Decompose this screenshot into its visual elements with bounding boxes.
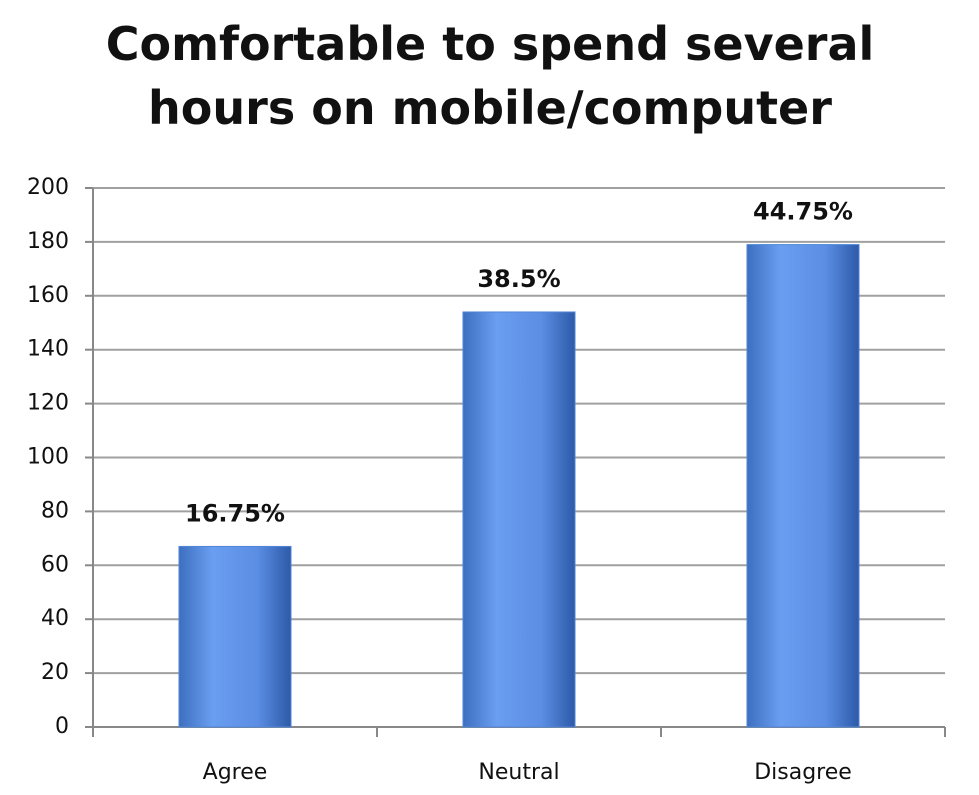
x-tick-label: Disagree (754, 760, 852, 785)
y-tick-label: 20 (41, 660, 69, 685)
bar (178, 545, 292, 728)
chart-title: Comfortable to spend several hours on mo… (105, 17, 875, 135)
value-label: 38.5% (477, 265, 560, 293)
y-tick-label: 0 (55, 714, 69, 739)
y-tick-label: 200 (27, 175, 69, 200)
y-tick-label: 120 (27, 391, 69, 416)
y-tick-label: 100 (27, 445, 69, 470)
y-tick-label: 80 (41, 498, 69, 523)
bar (746, 244, 860, 728)
value-label: 44.75% (753, 198, 853, 226)
y-tick-label: 160 (27, 283, 69, 308)
bar (462, 311, 576, 728)
y-tick-label: 180 (27, 229, 69, 254)
y-tick-label: 140 (27, 337, 69, 362)
y-tick-label: 40 (41, 606, 69, 631)
value-label: 16.75% (185, 499, 285, 527)
x-tick-label: Neutral (478, 760, 559, 785)
y-tick-label: 60 (41, 552, 69, 577)
x-tick-label: Agree (203, 760, 268, 785)
